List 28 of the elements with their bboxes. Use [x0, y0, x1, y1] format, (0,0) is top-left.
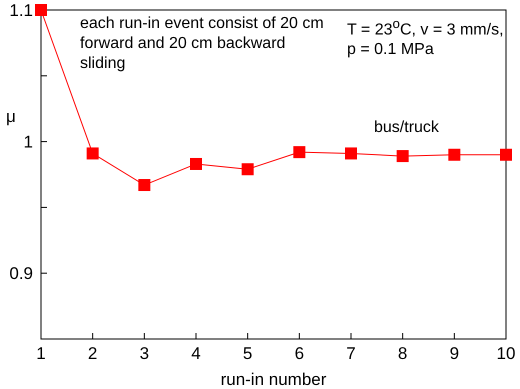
- x-tick-label: 5: [242, 344, 252, 364]
- point: [500, 148, 512, 161]
- y-axis-title: μ: [6, 107, 16, 126]
- x-tick-label: 6: [294, 344, 304, 364]
- point: [86, 147, 99, 160]
- x-tick-label: 3: [140, 344, 150, 364]
- x-tick-label: 1: [36, 344, 46, 364]
- point: [293, 146, 306, 158]
- x-tick-label: 9: [450, 344, 460, 364]
- point: [242, 163, 254, 176]
- x-tick-label: 2: [88, 344, 98, 364]
- point: [35, 4, 47, 16]
- point: [138, 179, 150, 192]
- y-tick-label: 1.1: [9, 1, 33, 20]
- x-tick-label: 7: [346, 344, 356, 364]
- y-tick-label: 0.9: [9, 264, 33, 284]
- annotation: T = 23$^{o}$C, v = 3 mm/s, p = 0.1 MPa: [347, 15, 505, 60]
- series-label: bus/truck: [374, 119, 439, 137]
- point: [345, 147, 357, 160]
- x-axis-title: run-in number: [220, 370, 327, 389]
- point: [190, 158, 202, 170]
- x-tick-label: 4: [191, 344, 201, 364]
- point: [396, 150, 409, 162]
- x-tick-label: 8: [398, 344, 408, 364]
- y-tick-label: 1: [24, 132, 33, 152]
- point: [448, 148, 460, 161]
- x-tick-label: 10: [496, 344, 516, 364]
- annotation: each run-in event consist of 20 cm forward and 20 cm backward sliding: [80, 14, 325, 74]
